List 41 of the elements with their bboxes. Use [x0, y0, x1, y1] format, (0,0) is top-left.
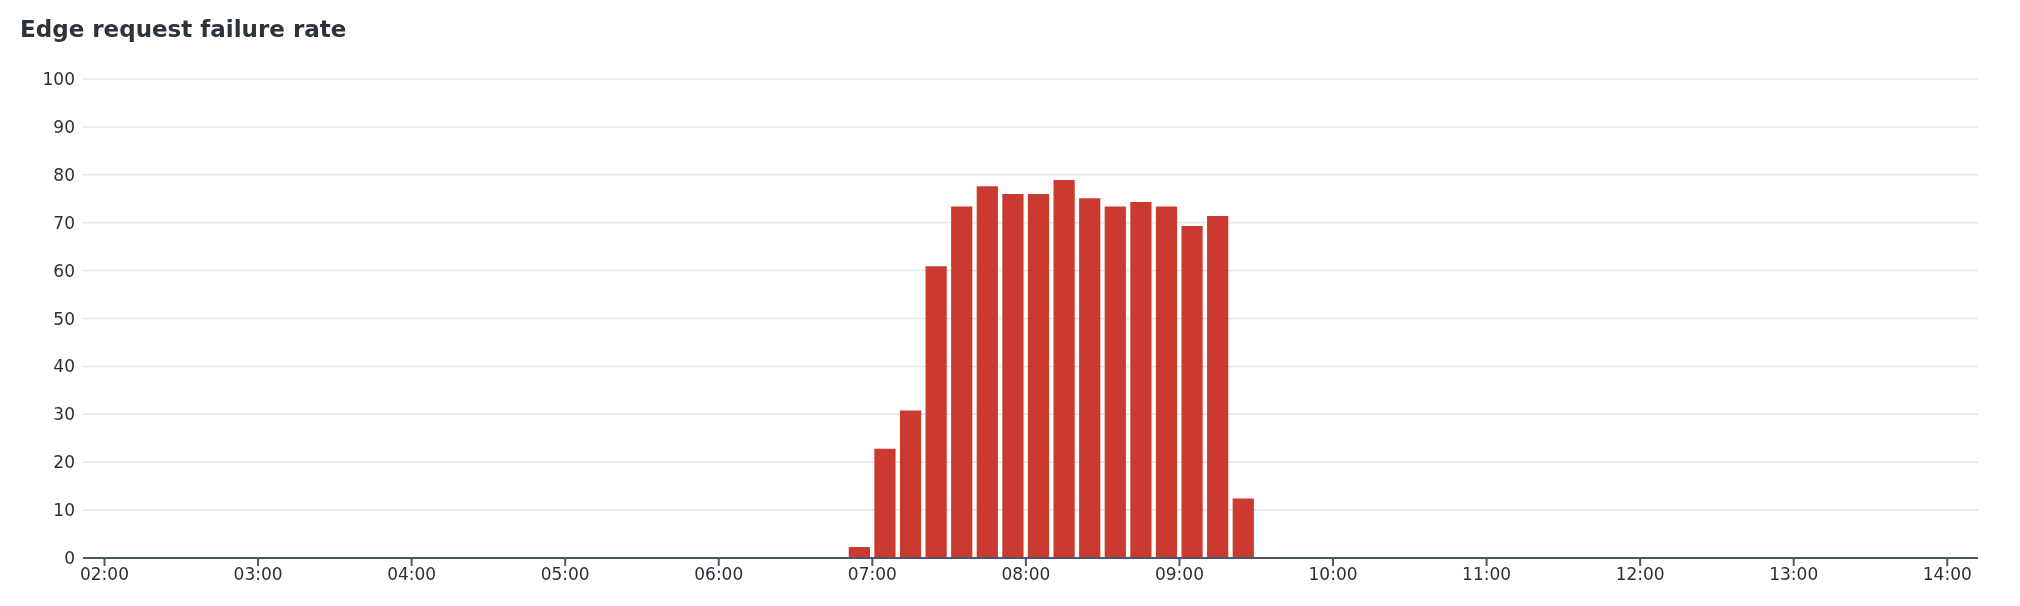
x-tick-label: 02:00 — [80, 564, 129, 585]
bar — [1207, 215, 1229, 558]
y-tick-label: 20 — [53, 452, 75, 473]
bar — [1130, 202, 1152, 558]
x-tick-label: 07:00 — [847, 564, 897, 585]
x-tick-label: 09:00 — [1154, 564, 1204, 585]
y-tick-label: 0 — [64, 548, 75, 569]
bar — [976, 186, 998, 558]
y-tick-label: 10 — [53, 500, 75, 521]
bar — [925, 266, 947, 558]
x-tick-label: 06:00 — [694, 564, 744, 585]
bar — [848, 546, 870, 558]
y-tick-label: 30 — [53, 404, 75, 425]
x-tick-label: 14:00 — [1922, 564, 1972, 585]
x-tick-label: 12:00 — [1615, 564, 1665, 585]
y-tick-label: 70 — [53, 212, 75, 233]
bar — [874, 448, 896, 558]
bar — [1232, 498, 1254, 558]
x-tick-label: 03:00 — [233, 564, 283, 585]
bar — [1155, 206, 1178, 558]
x-tick-label: 13:00 — [1769, 564, 1819, 585]
bar — [1053, 180, 1075, 558]
chart-title: Edge request failure rate — [19, 15, 348, 44]
bar — [1104, 206, 1126, 558]
bar — [1027, 193, 1050, 558]
y-tick-label: 40 — [53, 356, 75, 377]
y-tick-label: 100 — [42, 69, 75, 90]
x-tick-label: 11:00 — [1462, 564, 1512, 585]
y-tick-label: 50 — [53, 308, 75, 329]
x-tick-label: 10:00 — [1308, 564, 1358, 585]
x-tick-label: 08:00 — [1001, 564, 1051, 585]
y-tick-label: 80 — [53, 164, 75, 185]
bar — [951, 206, 973, 558]
bar — [1181, 226, 1203, 558]
bar — [899, 410, 922, 558]
y-tick-label: 90 — [53, 116, 75, 137]
x-tick-label: 04:00 — [387, 564, 437, 585]
bar — [1079, 198, 1101, 558]
x-tick-label: 05:00 — [540, 564, 590, 585]
y-tick-label: 60 — [53, 260, 75, 281]
bar — [1002, 193, 1024, 558]
